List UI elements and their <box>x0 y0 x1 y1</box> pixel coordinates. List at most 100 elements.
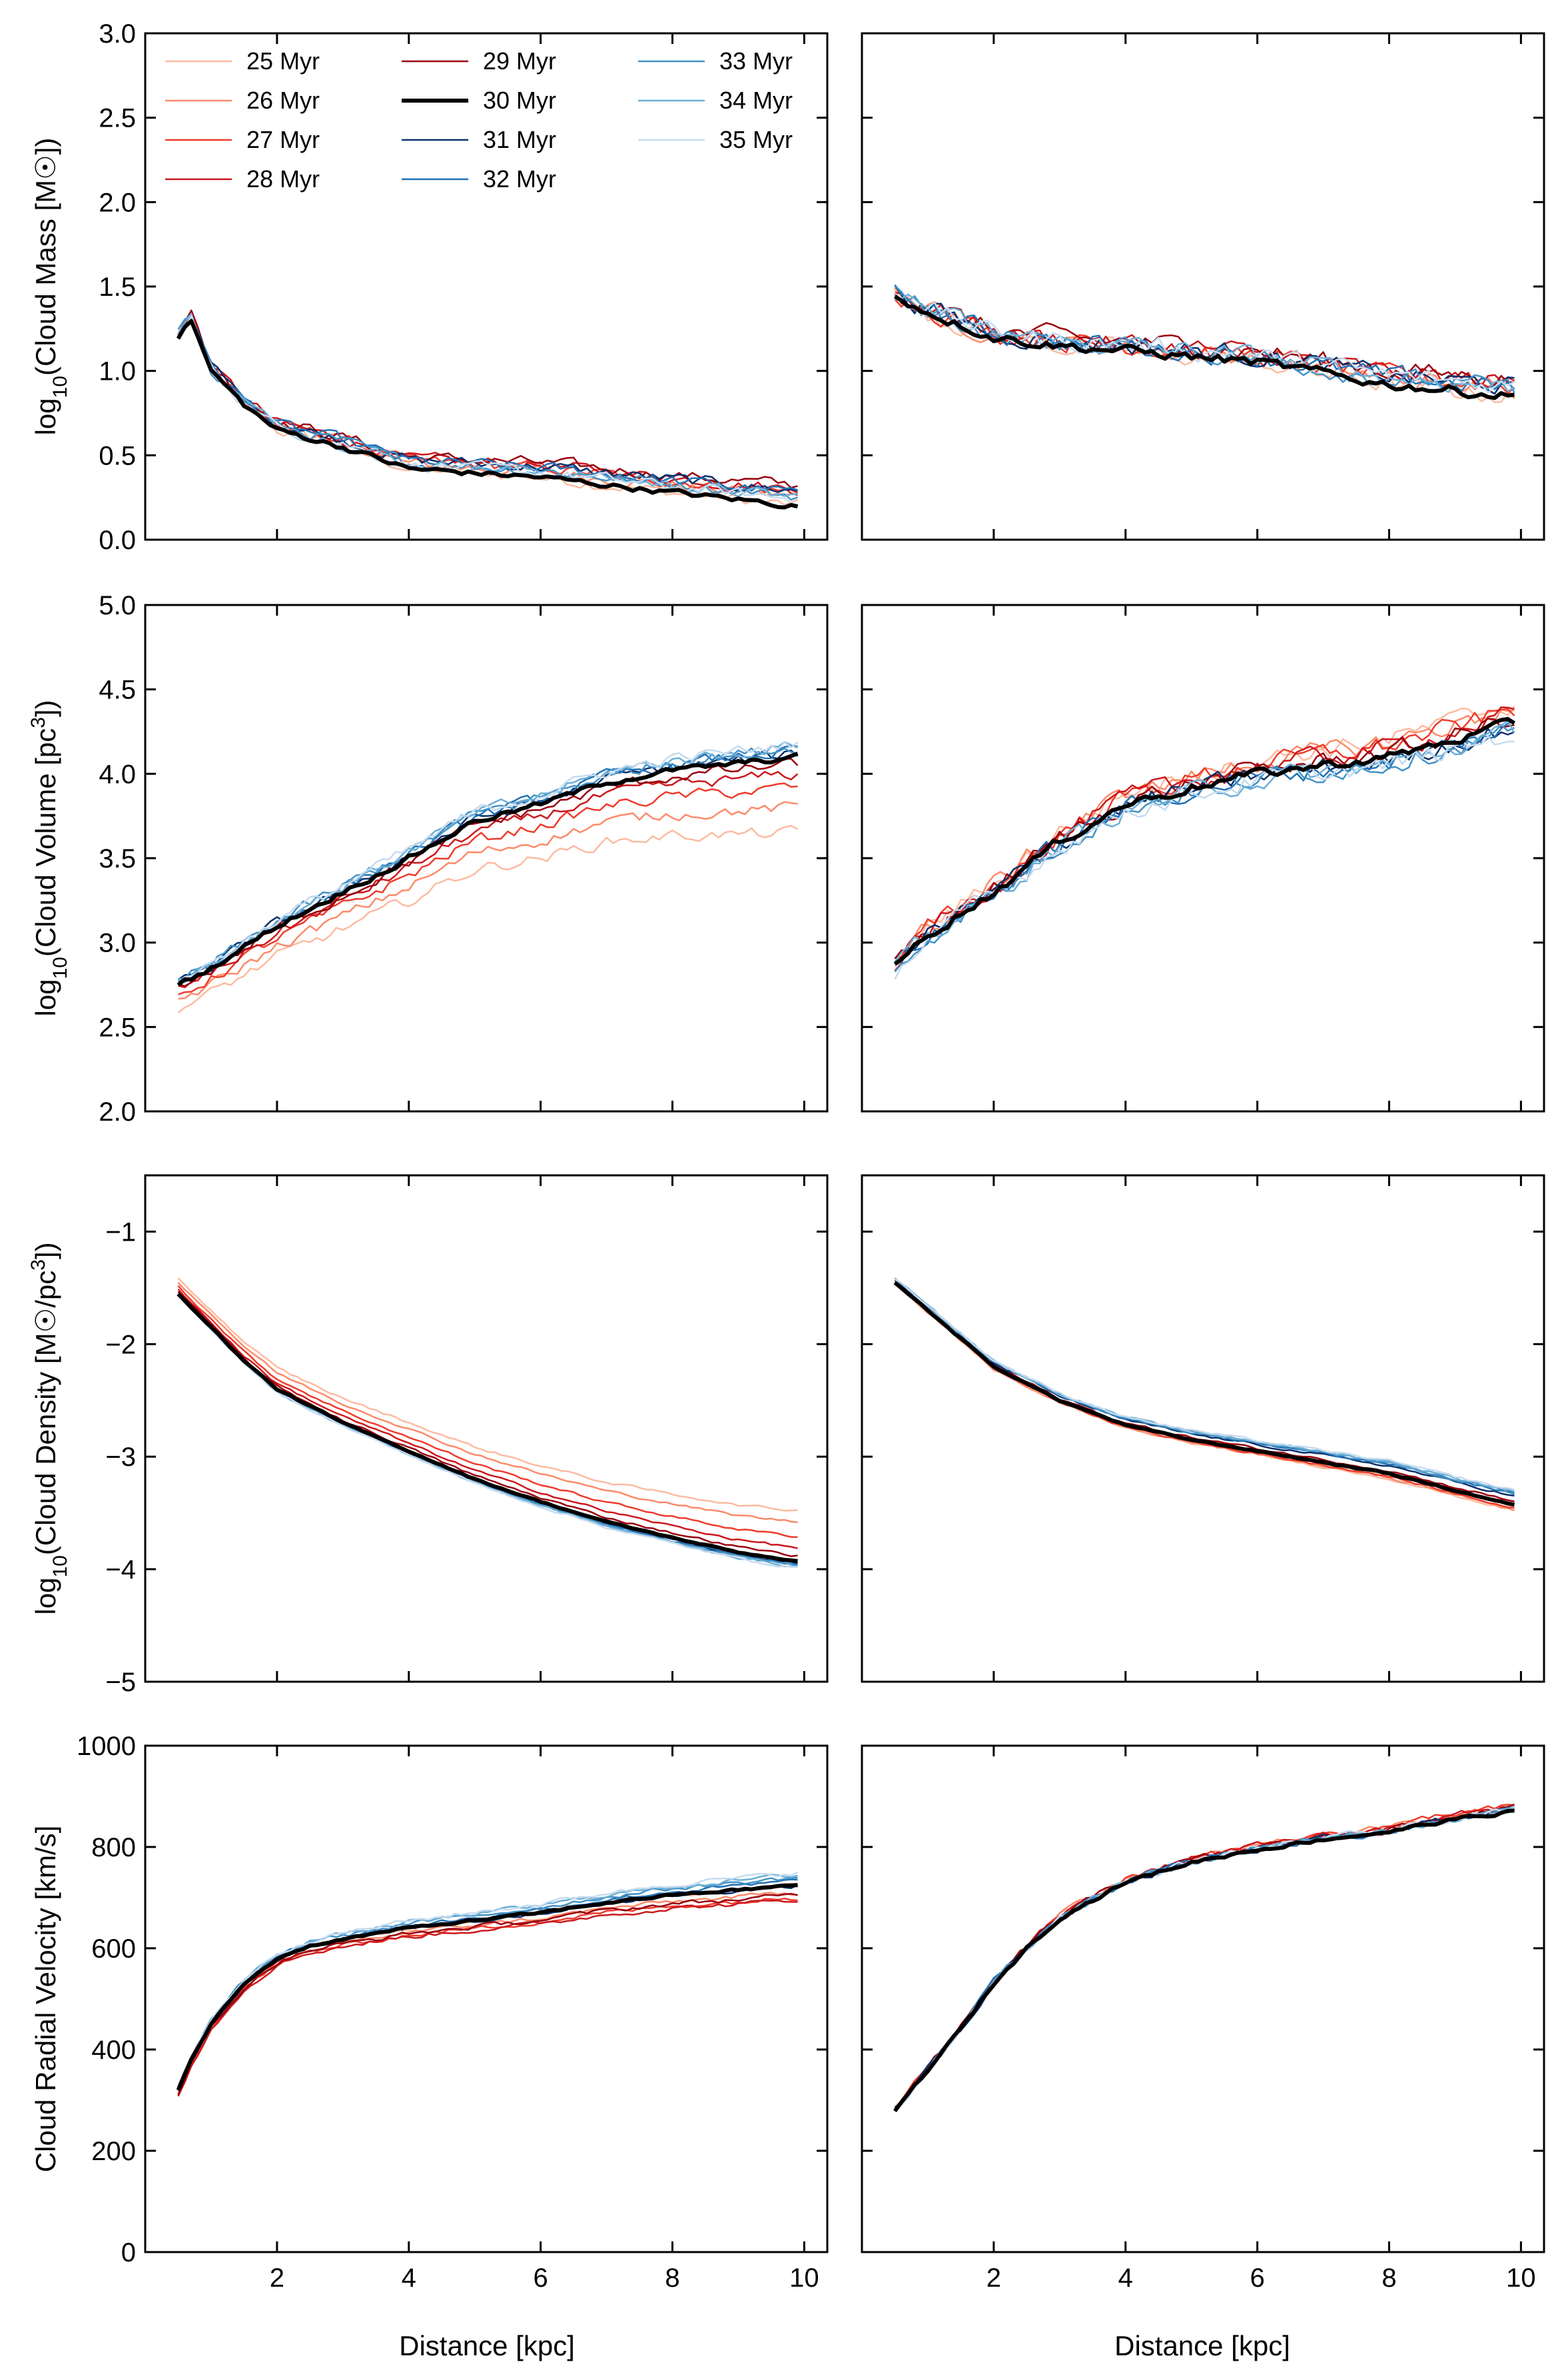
y-label-log: log <box>30 398 61 435</box>
panel-2-1 <box>861 1174 1545 1683</box>
panel-1-1 <box>861 604 1545 1113</box>
legend-label: 33 Myr <box>719 47 793 75</box>
series-line-27-myr <box>177 314 799 494</box>
y-label-sub: 10 <box>49 376 71 398</box>
y-tick-label: 0.5 <box>99 441 136 470</box>
series-line-31-myr <box>894 1806 1515 2108</box>
series-line-32-myr <box>177 1294 798 1566</box>
series-line-26-myr <box>178 801 798 1000</box>
series-line-29-myr <box>177 1291 798 1557</box>
y-tick-label: 400 <box>91 2036 136 2065</box>
legend-entry: 29 Myr <box>402 47 556 75</box>
legend-entry: 30 Myr <box>402 87 556 114</box>
y-tick-label: 3.0 <box>99 929 136 958</box>
series-line-30-myr <box>893 295 1515 400</box>
x-tick-label: 2 <box>986 2263 1001 2293</box>
series-line-32-myr <box>177 318 798 492</box>
series-line-30-myr <box>177 752 799 987</box>
series-line-25-myr <box>177 825 799 1013</box>
series-line-27-myr <box>894 1804 1515 2111</box>
series-group <box>177 1277 798 1568</box>
y-label-log: log <box>30 1578 61 1615</box>
panel-3-0: 0 200 400 600 800 1000 2 4 6 8 10 Cloud Radial Velo… <box>30 1732 829 2293</box>
series-line-35-myr <box>894 735 1515 980</box>
y-tick-label: −1 <box>105 1217 136 1247</box>
series-line-31-myr <box>177 1884 799 2091</box>
panel-3-1: 2 4 6 8 10 <box>861 1744 1545 2293</box>
y-tick-label: 1000 <box>77 1732 136 1761</box>
y-tick-label: 2.5 <box>99 1013 136 1042</box>
x-tick-label: 2 <box>270 2263 284 2293</box>
series-group <box>893 706 1516 980</box>
x-tick-label: 8 <box>1381 2263 1396 2293</box>
series-group <box>177 741 799 1013</box>
series-line-27-myr <box>178 782 798 995</box>
series-line-28-myr <box>178 771 799 989</box>
y-label-sup: 3 <box>27 1259 49 1271</box>
series-line-30-myr <box>177 1292 798 1563</box>
y-axis-label: log10(Cloud Mass [M☉]) <box>30 138 71 436</box>
series-line-30-myr <box>893 1281 1515 1507</box>
legend-entry: 34 Myr <box>638 87 793 114</box>
legend-entry: 27 Myr <box>165 126 320 153</box>
legend-entry: 31 Myr <box>402 126 556 153</box>
y-axis-label: Cloud Radial Velocity [km/s] <box>30 1826 61 2173</box>
series-line-35-myr <box>177 1295 798 1568</box>
series-line-31-myr <box>894 1279 1515 1496</box>
panel-0-0: 0.0 0.5 1.0 1.5 2.0 2.5 3.0 log10(Cloud Mass [M… <box>30 19 829 555</box>
y-tick-label: 3.5 <box>99 844 136 874</box>
y-tick-label: 1.5 <box>99 273 136 302</box>
panel-2-0: −5 −4 −3 −2 −1 log10(Cloud Density [M☉/pc3]) <box>27 1174 829 1697</box>
y-label-text-end: ]) <box>30 1242 61 1259</box>
x-tick-label: 10 <box>789 2263 819 2293</box>
y-tick-label: 800 <box>91 1833 136 1862</box>
legend-label: 28 Myr <box>246 165 320 193</box>
series-line-26-myr <box>177 1282 798 1523</box>
series-line-31-myr <box>895 728 1515 963</box>
y-label-sub: 10 <box>49 1555 71 1577</box>
series-line-25-myr <box>894 1806 1515 2107</box>
x-tick-label: 4 <box>1118 2263 1133 2293</box>
x-tick-label: 4 <box>402 2263 416 2293</box>
series-line-34-myr <box>894 1806 1515 2109</box>
legend-entry: 35 Myr <box>638 126 793 153</box>
y-axis-label: log10(Cloud Density [M☉/pc3]) <box>27 1242 71 1614</box>
axes-frame <box>144 1744 829 2253</box>
series-group <box>893 284 1515 403</box>
x-tick-label: 6 <box>1250 2263 1264 2293</box>
y-label-log: log <box>30 979 61 1016</box>
series-line-30-myr <box>176 318 799 510</box>
y-label-sup: 3 <box>27 717 49 728</box>
series-group <box>893 1277 1515 1512</box>
series-line-35-myr <box>177 1871 799 2087</box>
series-line-35-myr <box>894 292 1515 394</box>
series-line-34-myr <box>895 293 1515 393</box>
panel-1-0: 2.0 2.5 3.0 3.5 4.0 4.5 5.0 log10(Cloud Volume … <box>27 591 829 1127</box>
series-line-34-myr <box>894 1278 1515 1492</box>
x-tick-label: 10 <box>1506 2263 1536 2293</box>
y-tick-label: −3 <box>105 1443 136 1472</box>
legend-label: 27 Myr <box>246 126 320 153</box>
series-line-33-myr <box>894 724 1515 973</box>
series-line-25-myr <box>894 1282 1515 1512</box>
axes-frame <box>861 32 1545 541</box>
y-tick-label: −2 <box>105 1330 136 1359</box>
series-line-25-myr <box>894 288 1515 403</box>
x-tick-label: 6 <box>533 2263 548 2293</box>
y-tick-label: 200 <box>91 2137 136 2166</box>
y-tick-label: −4 <box>105 1555 136 1584</box>
legend-label: 26 Myr <box>246 87 320 114</box>
legend-label: 34 Myr <box>719 87 793 114</box>
series-line-33-myr <box>894 1279 1515 1495</box>
legend-label: 29 Myr <box>483 47 556 75</box>
x-axis-label-right: Distance [kpc] <box>1114 2330 1290 2361</box>
series-line-33-myr <box>177 1294 798 1567</box>
series-line-27-myr <box>177 1898 798 2095</box>
series-line-31-myr <box>177 320 798 493</box>
series-line-25-myr <box>177 318 799 506</box>
series-group <box>176 309 799 510</box>
legend-label: 35 Myr <box>719 126 793 153</box>
axes-frame <box>861 604 1545 1113</box>
